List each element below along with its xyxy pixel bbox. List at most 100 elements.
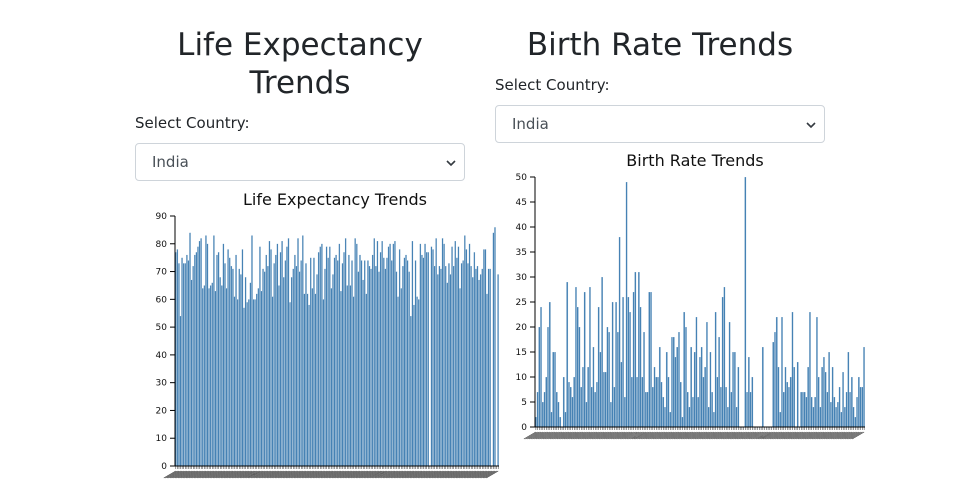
y-tick-label: 60: [156, 295, 168, 305]
bar: [571, 396, 574, 428]
bar: [706, 321, 708, 428]
bar: [629, 311, 631, 428]
bar: [707, 406, 710, 428]
x-tick-label: [748, 431, 762, 440]
bar: [201, 288, 204, 467]
x-tick-label: [640, 431, 654, 440]
bar: [616, 331, 619, 428]
x-tick-label: [813, 431, 826, 440]
bar: [636, 376, 638, 428]
country-select[interactable]: India: [135, 143, 465, 181]
bar: [726, 406, 729, 428]
bar: [849, 391, 852, 428]
x-tick-label: [546, 431, 559, 440]
x-tick-label: [443, 470, 456, 479]
x-tick-label: [733, 431, 746, 440]
x-tick-label: [831, 431, 844, 440]
country-select[interactable]: India: [495, 105, 825, 143]
bar: [681, 416, 684, 428]
bar: [413, 304, 415, 467]
bar: [284, 260, 287, 467]
x-tick-label: [424, 470, 437, 479]
x-tick-label: [239, 470, 253, 479]
bar: [205, 235, 207, 467]
x-tick-label: [523, 431, 537, 440]
x-tick-label: [726, 431, 739, 440]
x-tick-label: [330, 470, 343, 479]
bar: [611, 301, 614, 428]
bar: [470, 265, 472, 467]
x-tick-label: [270, 470, 283, 479]
bar: [243, 307, 245, 467]
x-tick-label: [374, 470, 388, 479]
bar: [802, 391, 804, 428]
bar: [463, 235, 466, 467]
bar: [693, 351, 696, 428]
x-tick-label: [263, 470, 277, 479]
bar: [662, 396, 665, 428]
x-tick-label: [312, 470, 326, 479]
bar: [422, 257, 425, 467]
x-tick-label: [230, 470, 243, 479]
bar: [394, 240, 396, 467]
x-tick-label: [249, 470, 262, 479]
bar: [287, 238, 290, 467]
bar: [262, 268, 264, 467]
x-tick-label: [698, 431, 711, 440]
bar: [700, 346, 703, 428]
x-tick-label: [836, 431, 849, 440]
bar: [341, 263, 344, 467]
bar: [625, 181, 628, 428]
bar: [443, 243, 445, 467]
bar: [438, 265, 441, 467]
x-tick-label: [668, 431, 681, 440]
country-select-label: Select Country:: [495, 76, 610, 94]
bar: [195, 252, 198, 467]
bar: [489, 268, 492, 467]
x-tick-label: [623, 431, 636, 440]
x-tick-label: [651, 431, 664, 440]
x-tick-label: [670, 431, 683, 440]
x-tick-label: [252, 470, 265, 479]
bar: [833, 396, 836, 428]
bar: [604, 371, 607, 428]
x-tick-label: [844, 431, 858, 440]
x-tick-label: [295, 470, 308, 479]
bar: [240, 274, 242, 467]
bar: [779, 411, 782, 428]
x-tick-label: [484, 470, 497, 479]
bar: [178, 263, 180, 467]
bar: [555, 391, 558, 428]
chart-title: Birth Rate Trends: [626, 151, 763, 170]
x-tick-label: [530, 431, 544, 440]
x-tick-label: [436, 470, 450, 479]
bar: [637, 271, 640, 428]
x-tick-label: [292, 470, 305, 479]
x-tick-label: [479, 470, 493, 479]
bar: [289, 302, 291, 467]
bar: [732, 351, 735, 428]
bar: [608, 331, 611, 428]
x-tick-label: [576, 431, 589, 440]
x-tick-label: [638, 431, 652, 440]
x-tick-label: [672, 431, 685, 440]
x-tick-label: [801, 431, 814, 440]
x-tick-label: [712, 431, 725, 440]
x-tick-label: [219, 470, 232, 479]
x-tick-label: [728, 431, 741, 440]
bar: [274, 254, 277, 467]
bar: [761, 346, 764, 428]
x-tick-label: [208, 470, 221, 479]
x-tick-label: [309, 470, 323, 479]
x-tick-label: [825, 431, 839, 440]
x-tick-label: [787, 431, 800, 440]
bar: [247, 299, 250, 467]
chevron-down-icon: [806, 122, 816, 129]
x-tick-label: [363, 470, 377, 479]
bar: [746, 391, 748, 428]
bar: [468, 243, 471, 467]
x-tick-label: [381, 470, 394, 479]
x-tick-label: [298, 470, 311, 479]
x-tick-label: [393, 470, 407, 479]
bar: [454, 240, 457, 467]
